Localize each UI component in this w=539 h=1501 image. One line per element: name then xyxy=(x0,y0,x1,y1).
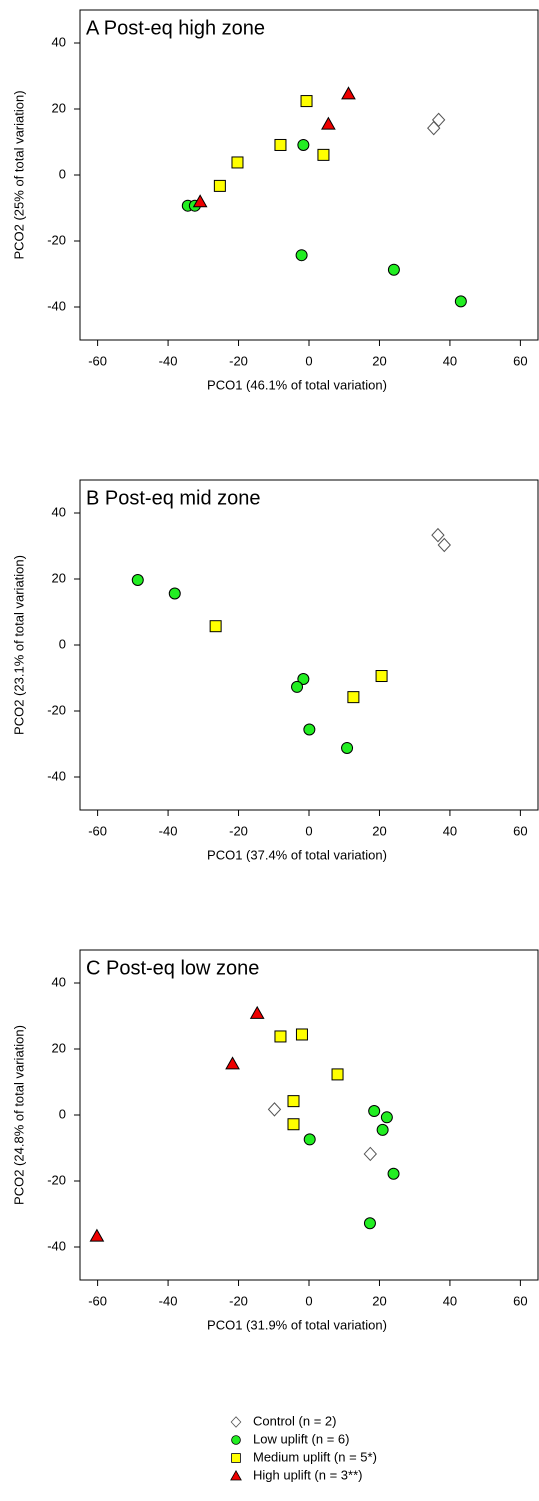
y-tick-label: 20 xyxy=(52,1040,66,1055)
legend-marker xyxy=(230,1469,242,1481)
data-point xyxy=(341,741,354,754)
plot-frame xyxy=(79,949,539,1281)
data-point xyxy=(274,1030,287,1043)
data-point xyxy=(321,116,336,130)
x-tick-label: -20 xyxy=(229,823,248,838)
data-point xyxy=(427,120,441,136)
data-point xyxy=(192,194,208,208)
y-tick-label: 0 xyxy=(59,636,66,651)
x-tick-label: 40 xyxy=(443,1293,457,1308)
data-point xyxy=(274,138,287,151)
x-tick-label: 60 xyxy=(513,823,527,838)
legend-marker xyxy=(231,1435,241,1445)
data-point xyxy=(437,537,451,553)
x-tick-label: 20 xyxy=(372,353,386,368)
legend-label: Low uplift (n = 6) xyxy=(253,1431,349,1446)
y-axis-label: PCO2 (25% of total variation) xyxy=(11,90,26,259)
x-tick-label: 60 xyxy=(513,1293,527,1308)
data-point xyxy=(300,95,313,108)
y-tick-label: 0 xyxy=(59,166,66,181)
y-tick-label: 0 xyxy=(59,1106,66,1121)
data-point xyxy=(291,680,304,693)
y-axis-label: PCO2 (23.1% of total variation) xyxy=(11,555,26,735)
data-point xyxy=(376,1123,389,1136)
data-point xyxy=(213,179,226,192)
y-tick-label: 40 xyxy=(52,504,66,519)
data-point xyxy=(303,1133,316,1146)
y-tick-label: 40 xyxy=(52,974,66,989)
data-point xyxy=(363,1217,376,1230)
data-point xyxy=(295,249,308,262)
data-point xyxy=(267,1102,282,1117)
x-tick-label: 20 xyxy=(372,823,386,838)
x-tick-label: 0 xyxy=(305,353,312,368)
y-tick-label: -20 xyxy=(47,232,66,247)
y-tick-label: 40 xyxy=(52,34,66,49)
data-point xyxy=(363,1146,377,1162)
data-point xyxy=(231,156,244,169)
legend-label: Medium uplift (n = 5*) xyxy=(253,1449,377,1464)
data-point xyxy=(287,1118,300,1131)
data-point xyxy=(380,1111,393,1124)
y-tick-label: 20 xyxy=(52,100,66,115)
legend-marker xyxy=(230,1416,242,1428)
x-tick-label: -20 xyxy=(229,1293,248,1308)
x-tick-label: -40 xyxy=(159,823,178,838)
x-tick-label: 40 xyxy=(443,823,457,838)
x-tick-label: -40 xyxy=(159,353,178,368)
legend-marker xyxy=(231,1453,241,1463)
data-point xyxy=(454,295,467,308)
data-point xyxy=(331,1068,344,1081)
data-point xyxy=(387,263,400,276)
x-tick-label: 60 xyxy=(513,353,527,368)
y-tick-label: -40 xyxy=(47,1238,66,1253)
data-point xyxy=(225,1056,240,1070)
chart-title: B Post-eq mid zone xyxy=(86,487,261,509)
x-tick-label: 40 xyxy=(443,353,457,368)
y-tick-label: -40 xyxy=(47,298,66,313)
data-point xyxy=(387,1167,400,1180)
x-axis-label: PCO1 (37.4% of total variation) xyxy=(207,847,387,862)
data-point xyxy=(295,1028,308,1041)
data-point xyxy=(297,672,310,685)
legend-label: High uplift (n = 3**) xyxy=(253,1467,362,1482)
data-point xyxy=(347,691,360,704)
plot-frame xyxy=(79,9,539,341)
chart-title: C Post-eq low zone xyxy=(86,957,259,979)
x-tick-label: -20 xyxy=(229,353,248,368)
data-point xyxy=(287,1095,300,1108)
x-axis-label: PCO1 (31.9% of total variation) xyxy=(207,1317,387,1332)
x-tick-label: -40 xyxy=(159,1293,178,1308)
data-point xyxy=(209,620,222,633)
x-tick-label: -60 xyxy=(88,823,107,838)
y-tick-label: -20 xyxy=(47,702,66,717)
data-point xyxy=(317,148,330,161)
x-tick-label: -60 xyxy=(88,353,107,368)
x-axis-label: PCO1 (46.1% of total variation) xyxy=(207,377,387,392)
legend-label: Control (n = 2) xyxy=(253,1413,336,1428)
data-point xyxy=(131,573,144,586)
y-tick-label: -40 xyxy=(47,768,66,783)
data-point xyxy=(431,527,445,543)
x-tick-label: -60 xyxy=(88,1293,107,1308)
data-point xyxy=(89,1228,105,1242)
y-tick-label: -20 xyxy=(47,1172,66,1187)
plot-frame xyxy=(79,479,539,811)
data-point xyxy=(249,1005,265,1019)
data-point xyxy=(303,723,316,736)
y-axis-label: PCO2 (24.8% of total variation) xyxy=(11,1025,26,1205)
data-point xyxy=(368,1105,381,1118)
x-tick-label: 20 xyxy=(372,1293,386,1308)
data-point xyxy=(341,86,356,100)
x-tick-label: 0 xyxy=(305,1293,312,1308)
y-tick-label: 20 xyxy=(52,570,66,585)
data-point xyxy=(375,670,388,683)
x-tick-label: 0 xyxy=(305,823,312,838)
data-point xyxy=(168,587,181,600)
chart-title: A Post-eq high zone xyxy=(86,17,265,39)
data-point xyxy=(297,138,310,151)
